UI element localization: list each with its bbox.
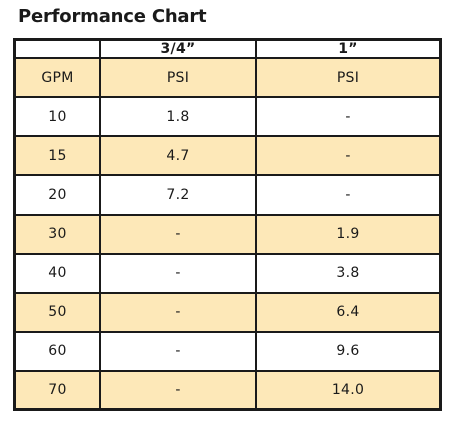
table-row: 15 4.7 - [16,135,439,177]
table-row: 50 - 6.4 [16,291,439,333]
psi-three-quarter-cell: 1.8 [99,96,257,138]
header-cell-one-inch: 1” [255,41,439,59]
psi-one-inch-cell: - [255,135,439,177]
gpm-cell: 15 [16,135,101,177]
unit-cell-psi: PSI [99,56,257,99]
psi-three-quarter-cell: - [99,291,257,333]
psi-three-quarter-cell: 4.7 [99,135,257,177]
header-cell-three-quarter: 3/4” [99,41,257,59]
gpm-cell: 60 [16,330,101,373]
page-title: Performance Chart [18,6,207,27]
gpm-cell: 20 [16,174,101,216]
gpm-cell: 30 [16,213,101,255]
gpm-cell: 40 [16,252,101,294]
unit-cell-gpm: GPM [16,56,101,99]
table-row: 40 - 3.8 [16,252,439,294]
performance-table: 3/4” 1” GPM PSI PSI 10 1.8 - 15 4.7 - 20 [16,41,439,408]
unit-cell-psi: PSI [255,56,439,99]
psi-three-quarter-cell: - [99,213,257,255]
psi-one-inch-cell: - [255,174,439,216]
table-row: 60 - 9.6 [16,330,439,373]
table-row: 10 1.8 - [16,96,439,138]
performance-table-frame: 3/4” 1” GPM PSI PSI 10 1.8 - 15 4.7 - 20 [13,38,442,411]
psi-one-inch-cell: - [255,96,439,138]
psi-three-quarter-cell: 7.2 [99,174,257,216]
header-cell-empty [16,41,101,59]
gpm-cell: 10 [16,96,101,138]
psi-one-inch-cell: 9.6 [255,330,439,373]
psi-one-inch-cell: 14.0 [255,370,439,408]
table-row: 20 7.2 - [16,174,439,216]
gpm-cell: 50 [16,291,101,333]
psi-three-quarter-cell: - [99,252,257,294]
size-header-row: 3/4” 1” [16,41,439,59]
psi-one-inch-cell: 3.8 [255,252,439,294]
table-row: 30 - 1.9 [16,213,439,255]
psi-three-quarter-cell: - [99,330,257,373]
units-row: GPM PSI PSI [16,56,439,99]
table-row: 70 - 14.0 [16,370,439,408]
psi-one-inch-cell: 1.9 [255,213,439,255]
psi-one-inch-cell: 6.4 [255,291,439,333]
psi-three-quarter-cell: - [99,370,257,408]
gpm-cell: 70 [16,370,101,408]
